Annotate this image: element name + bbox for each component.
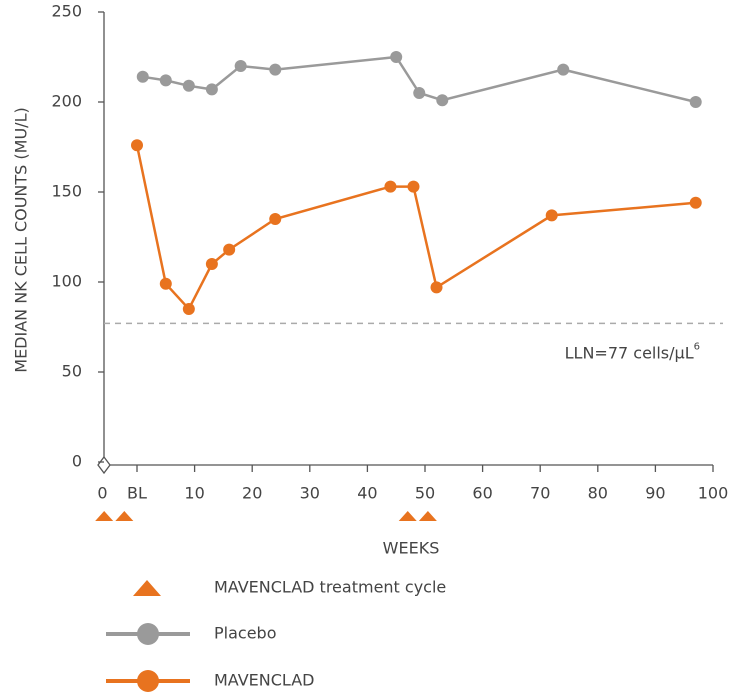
x-tick-label: BL <box>127 484 147 503</box>
reference-label-text: LLN=77 cells/µL <box>565 343 694 362</box>
legend-symbol <box>137 670 159 692</box>
data-point <box>407 180 420 193</box>
x-tick-label: 70 <box>530 484 550 503</box>
legend-label: Placebo <box>214 624 276 643</box>
treatment-marker <box>95 511 114 521</box>
y-tick-label: 250 <box>51 2 82 21</box>
data-point <box>182 79 195 92</box>
data-point <box>205 83 218 96</box>
x-axis-title: WEEKS <box>383 539 440 558</box>
data-point <box>384 180 397 193</box>
data-point <box>557 63 570 76</box>
legend-symbol <box>137 623 159 645</box>
treatment-marker <box>418 511 437 521</box>
x-tick-label: 0 <box>97 484 107 503</box>
x-tick-label: 90 <box>645 484 665 503</box>
x-tick-label: 40 <box>357 484 377 503</box>
series-line <box>135 144 696 312</box>
x-tick-label: 30 <box>300 484 320 503</box>
reference-label: LLN=77 cells/µL6 <box>565 341 700 362</box>
data-point <box>545 209 558 222</box>
data-point <box>205 258 218 270</box>
x-tick-label: 50 <box>415 484 435 503</box>
data-point <box>390 51 403 63</box>
x-tick-label: 20 <box>242 484 262 503</box>
x-tick-label: 10 <box>184 484 204 503</box>
treatment-marker <box>398 511 417 521</box>
data-point <box>689 196 702 209</box>
x-tick-label: 60 <box>472 484 492 503</box>
origin-marker <box>97 455 111 475</box>
x-tick-label: 100 <box>698 484 729 503</box>
data-point <box>234 60 247 72</box>
y-axis-title: MEDIAN NK CELL COUNTS (MU/L) <box>12 107 31 372</box>
legend-label: MAVENCLAD <box>214 671 314 690</box>
data-point <box>131 139 143 152</box>
x-tick-label: 80 <box>588 484 608 503</box>
treatment-marker <box>115 511 134 521</box>
y-tick-label: 200 <box>51 92 82 111</box>
y-tick-label: 50 <box>62 362 82 381</box>
data-point <box>182 303 195 315</box>
data-point <box>269 63 282 76</box>
data-point <box>269 213 282 225</box>
data-point <box>689 96 702 108</box>
data-point <box>159 74 172 87</box>
data-point <box>223 243 236 256</box>
legend-symbol <box>133 580 161 596</box>
data-point <box>136 70 149 83</box>
y-tick-label: 150 <box>51 182 82 201</box>
data-point <box>436 94 449 107</box>
y-tick-label: 0 <box>72 452 82 471</box>
y-tick-label: 100 <box>51 272 82 291</box>
data-point <box>413 87 426 99</box>
reference-label-sup: 6 <box>694 341 700 352</box>
data-point <box>159 277 172 290</box>
data-point <box>430 281 443 294</box>
legend-label: MAVENCLAD treatment cycle <box>214 578 446 597</box>
